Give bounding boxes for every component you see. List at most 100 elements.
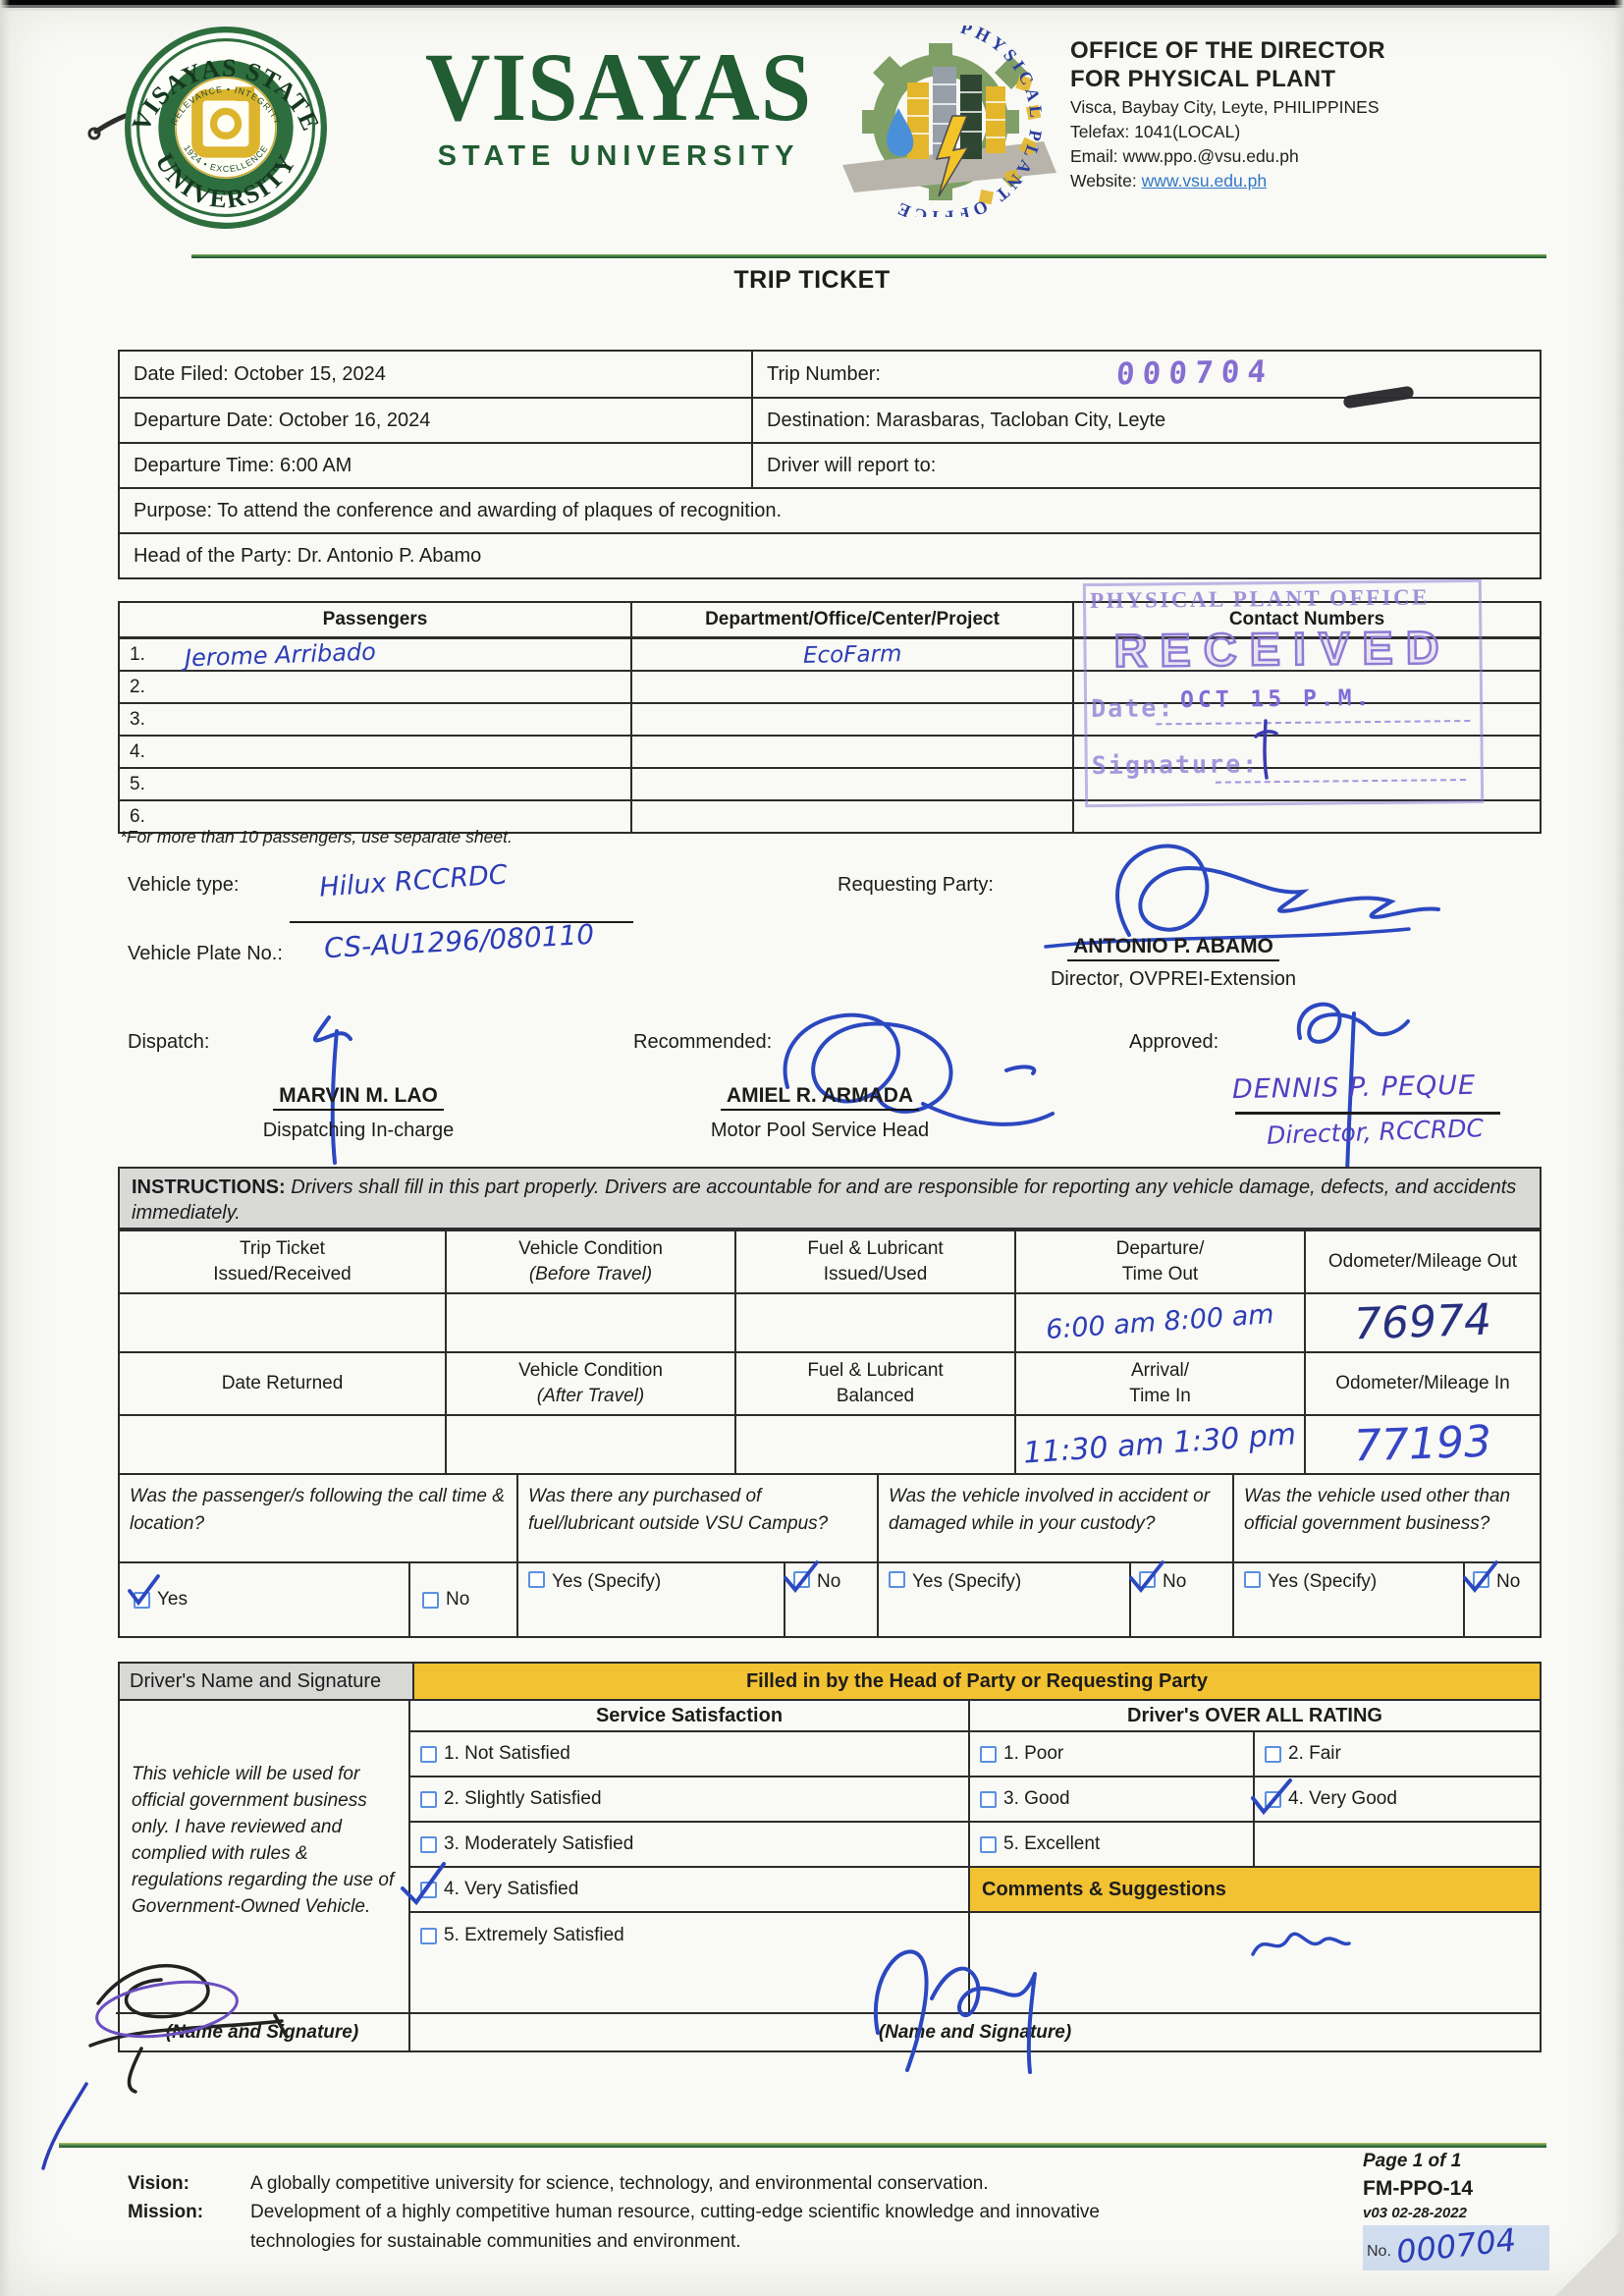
header-divider bbox=[191, 254, 1546, 258]
recommended-title: Motor Pool Service Head bbox=[710, 1120, 930, 1141]
dispatch-label: Dispatch: bbox=[128, 1031, 210, 1053]
dispatch-signature bbox=[312, 1015, 352, 1165]
row-purpose: Purpose: To attend the conference and aw… bbox=[120, 487, 1540, 532]
office-address: Visca, Baybay City, Leyte, PHILIPPINES bbox=[1070, 96, 1380, 117]
q2-yes-checkbox bbox=[528, 1571, 545, 1588]
q4-yes-option: Yes (Specify) bbox=[1244, 1571, 1377, 1636]
vision-mission-block: Vision: A globally competitive universit… bbox=[128, 2169, 1227, 2256]
odometer-out-handwritten: 76974 bbox=[1353, 1294, 1492, 1350]
passenger-row: 4. bbox=[120, 737, 1540, 769]
header-fuel-balanced: Fuel & Lubricant bbox=[807, 1360, 944, 1382]
scan-artifact-top-edge bbox=[0, 0, 1624, 13]
scatter-blocks bbox=[978, 75, 1042, 205]
office-line2: FOR PHYSICAL PLANT bbox=[1070, 65, 1336, 92]
instructions-text: Drivers shall fill in this part properly… bbox=[132, 1176, 1517, 1224]
header-departure-time-out: Departure/ bbox=[1115, 1238, 1205, 1260]
header-date-returned: Date Returned bbox=[221, 1373, 344, 1394]
declaration-text: This vehicle will be used for official g… bbox=[132, 1764, 395, 1917]
party-name-signature-label: (Name and Signature) bbox=[878, 2021, 1072, 2043]
passengers-note: *For more than 10 passengers, use separa… bbox=[120, 827, 513, 847]
header-vehicle-condition-after: Vehicle Condition bbox=[518, 1360, 663, 1382]
vsu-wordmark: VISAYAS STATE UNIVERSITY bbox=[393, 38, 844, 173]
service-1-checkbox bbox=[420, 1745, 437, 1763]
odometer-in-handwritten: 77193 bbox=[1353, 1416, 1492, 1472]
overall-rating-header: Driver's OVER ALL RATING bbox=[1127, 1704, 1382, 1726]
requesting-party-name: ANTONIO P. ABAMO bbox=[1001, 935, 1345, 961]
header-trip-ticket: Trip Ticket bbox=[240, 1238, 325, 1260]
vehicle-type-line bbox=[290, 921, 633, 923]
header-vehicle-condition-before: Vehicle Condition bbox=[518, 1238, 663, 1260]
document-title: TRIP TICKET bbox=[733, 266, 891, 294]
row-num: 4. bbox=[130, 740, 145, 762]
q2-yes-option: Yes (Specify) bbox=[528, 1571, 661, 1636]
q1-no-option: No bbox=[422, 1589, 469, 1611]
received-stamp: PHYSICAL PLANT OFFICE RECEIVED Date: OCT… bbox=[1082, 578, 1485, 808]
overall-3-checkbox bbox=[980, 1790, 997, 1808]
stamp-signature-label: Signature: bbox=[1091, 749, 1260, 781]
comments-header: Comments & Suggestions bbox=[970, 1868, 1540, 1913]
drivers-name-header: Driver's Name and Signature bbox=[120, 1664, 414, 1699]
approved-name-handwritten: DENNIS P. PEQUE bbox=[1231, 1069, 1477, 1106]
q2-no-option: No bbox=[784, 1560, 840, 1636]
question-other-business: Was the vehicle used other than official… bbox=[1244, 1486, 1511, 1534]
service-option: 4. Very Satisfied bbox=[401, 1862, 968, 1913]
trip-info-table: Date Filed: October 15, 2024 Trip Number… bbox=[118, 350, 1542, 579]
date-filed: Date Filed: October 15, 2024 bbox=[120, 352, 753, 397]
service-4-checkbox bbox=[420, 1881, 437, 1898]
service-option: 1. Not Satisfied bbox=[410, 1732, 968, 1777]
lightning-icon bbox=[935, 115, 970, 197]
q1-no-checkbox bbox=[422, 1591, 439, 1609]
form-number-box: No. 000704 bbox=[1363, 2221, 1549, 2270]
departure-date: Departure Date: October 16, 2024 bbox=[120, 399, 753, 442]
q3-yes-option: Yes (Specify) bbox=[889, 1571, 1021, 1636]
log-header-in: Date Returned Vehicle Condition (After Tr… bbox=[120, 1353, 1540, 1416]
q3-no-option: No bbox=[1129, 1560, 1186, 1636]
scan-artifact-right-edge bbox=[1614, 0, 1624, 2296]
row-num: 2. bbox=[130, 676, 145, 697]
service-option: 5. Extremely Satisfied bbox=[410, 1913, 968, 1958]
row-departure-date: Departure Date: October 16, 2024 Destina… bbox=[120, 397, 1540, 442]
office-email: Email: www.ppo.@vsu.edu.ph bbox=[1070, 145, 1299, 166]
destination: Destination: Marasbaras, Tacloban City, … bbox=[767, 409, 1166, 431]
service-5-checkbox bbox=[420, 1927, 437, 1944]
passenger-name-handwritten: Jerome Arribado bbox=[184, 637, 377, 672]
q4-no-option: No bbox=[1463, 1560, 1520, 1636]
passenger-dept-handwritten: EcoFarm bbox=[802, 640, 902, 669]
requesting-party-title: Director, OVPREI-Extension bbox=[1050, 968, 1297, 990]
office-line1: OFFICE OF THE DIRECTOR bbox=[1070, 37, 1385, 64]
driver-signature bbox=[88, 1964, 289, 2094]
rating-table: Driver's Name and Signature Filled in by… bbox=[116, 1662, 1542, 2052]
header-fuel-issued: Fuel & Lubricant bbox=[807, 1238, 944, 1260]
dispatch-name: MARVIN M. LAO bbox=[211, 1084, 506, 1111]
vehicle-type-label: Vehicle type: bbox=[128, 874, 240, 896]
vehicle-type-handwritten: Hilux RCCRDC bbox=[318, 859, 509, 903]
overall-5-checkbox bbox=[980, 1835, 997, 1853]
row-num: 5. bbox=[130, 773, 145, 794]
form-version: v03 02-28-2022 bbox=[1363, 2205, 1467, 2221]
overall-option: 5. Excellent bbox=[970, 1823, 1255, 1866]
stamp-date-label: Date: bbox=[1091, 693, 1175, 724]
wordmark-state-university: STATE UNIVERSITY bbox=[437, 140, 800, 173]
row-num: 6. bbox=[130, 805, 145, 827]
requesting-party-signature bbox=[1044, 844, 1440, 949]
approved-name-line bbox=[1235, 1112, 1500, 1115]
log-header-out: Trip Ticket Issued/Received Vehicle Condi… bbox=[120, 1231, 1540, 1294]
row-num: 1. bbox=[130, 643, 145, 665]
service-3-checkbox bbox=[420, 1835, 437, 1853]
vsu-seal: VISAYAS STATE UNIVERSITY RELEVANCE • INT… bbox=[125, 27, 327, 229]
header-odometer-in: Odometer/Mileage In bbox=[1335, 1373, 1510, 1394]
recommended-signature bbox=[783, 1012, 1055, 1126]
service-option: 3. Moderately Satisfied bbox=[410, 1823, 968, 1868]
overall-1-checkbox bbox=[980, 1745, 997, 1763]
filled-in-by-header: Filled in by the Head of Party or Reques… bbox=[414, 1664, 1540, 1699]
overall-option: 3. Good bbox=[970, 1777, 1255, 1821]
question-call-time: Was the passenger/s following the call t… bbox=[120, 1475, 518, 1561]
overall-option: 1. Poor bbox=[970, 1732, 1255, 1776]
approved-label: Approved: bbox=[1129, 1031, 1219, 1053]
trip-number-stamp: 000704 bbox=[1114, 354, 1275, 393]
q4-yes-checkbox bbox=[1244, 1571, 1261, 1588]
passenger-row: 1. Jerome Arribado EcoFarm bbox=[120, 637, 1540, 672]
passengers-header-row: Passengers Department/Office/Center/Proj… bbox=[120, 603, 1540, 639]
driver-declaration-cell: This vehicle will be used for official g… bbox=[120, 1701, 410, 2050]
page-corner-fold bbox=[1555, 2227, 1624, 2296]
